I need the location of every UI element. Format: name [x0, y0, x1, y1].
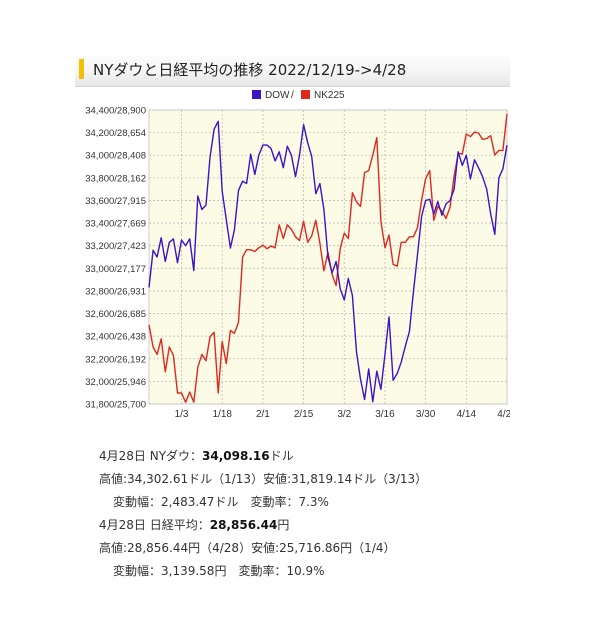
- y-tick-label: 32,800/26,931: [85, 286, 146, 297]
- x-tick-label: 4/14: [457, 409, 477, 420]
- y-tick-label: 33,600/27,915: [85, 196, 146, 207]
- x-tick-label: 3/2: [337, 409, 351, 420]
- dow-high-low: 高値:34,302.61ドル（1/13）安値:31,819.14ドル（3/13）: [99, 472, 428, 486]
- nk-date-label: 4月28日 日経平均：: [99, 518, 210, 532]
- dow-date-label: 4月28日 NYダウ：: [99, 449, 203, 463]
- y-tick-label: 31,800/25,700: [85, 400, 146, 411]
- y-tick-label: 32,200/26,192: [85, 354, 146, 365]
- x-tick-label: 1/18: [212, 409, 232, 420]
- x-tick-label: 2/1: [256, 409, 270, 420]
- legend-swatch-dow: [252, 90, 261, 99]
- nk-summary-line: 4月28日 日経平均：28,856.44円: [99, 516, 289, 533]
- y-tick-label: 34,200/28,654: [85, 128, 146, 139]
- chart-panel: NYダウと日経平均の推移 2022/12/19->4/28 34,400/28,…: [75, 52, 510, 578]
- chart-title: NYダウと日経平均の推移 2022/12/19->4/28: [93, 61, 407, 79]
- legend-swatch-nk225: [301, 90, 310, 99]
- legend-separator: /: [291, 90, 294, 101]
- y-tick-label: 33,400/27,669: [85, 219, 146, 230]
- legend-label-nk225: NK225: [314, 90, 345, 101]
- y-tick-label: 32,600/26,685: [85, 309, 146, 320]
- line-chart: 34,400/28,900 34,200/28,654 34,000/28,408 3…: [85, 90, 510, 420]
- nk-unit: 円: [277, 518, 290, 532]
- dow-summary-line: 4月28日 NYダウ：34,098.16ドル: [99, 447, 294, 464]
- legend-label-dow: DOW: [265, 90, 290, 101]
- y-tick-label: 33,800/28,162: [85, 173, 146, 184]
- x-tick-label: 2/15: [294, 409, 314, 420]
- nk-range: 変動幅：3,139.58円 変動率：10.9%: [113, 564, 325, 578]
- y-tick-label: 33,200/27,423: [85, 241, 146, 252]
- y-tick-label: 33,000/27,177: [85, 264, 146, 275]
- y-tick-label: 32,000/25,946: [85, 377, 146, 388]
- nk-high-low: 高値:28,856.44円（4/28）安値:25,716.86円（1/4）: [99, 541, 396, 555]
- x-tick-label: 1/3: [175, 409, 189, 420]
- dow-range: 変動幅：2,483.47ドル 変動率：7.3%: [113, 495, 329, 509]
- title-accent: [79, 59, 84, 79]
- dow-unit: ドル: [269, 449, 294, 463]
- x-tick-label: 3/16: [375, 409, 395, 420]
- nk-close-value: 28,856.44: [209, 518, 278, 532]
- x-tick-label: 4/28: [497, 409, 510, 420]
- y-tick-label: 34,000/28,408: [85, 151, 146, 162]
- y-tick-label: 32,400/26,438: [85, 332, 146, 343]
- y-tick-label: 34,400/28,900: [85, 106, 146, 117]
- dow-close-value: 34,098.16: [202, 449, 270, 463]
- title-bar: NYダウと日経平均の推移 2022/12/19->4/28: [75, 52, 510, 87]
- series-line-dow: [148, 120, 508, 403]
- x-tick-label: 3/30: [416, 409, 436, 420]
